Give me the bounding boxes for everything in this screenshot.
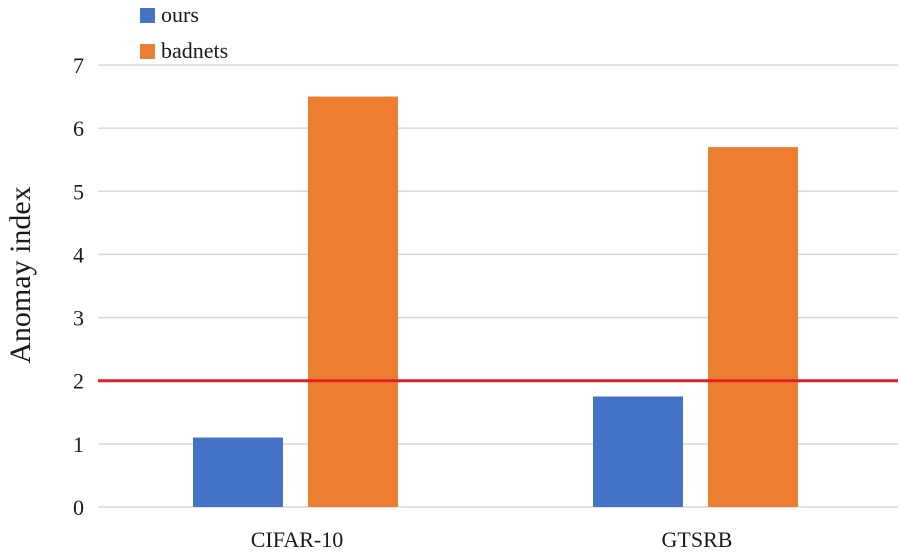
y-axis-ticks: 0 1 2 3 4 5 6 7: [73, 53, 84, 520]
y-tick-label-0: 0: [73, 495, 84, 520]
bar-ours-cifar-10: [193, 437, 283, 507]
y-tick-label-7: 7: [73, 53, 84, 78]
bar-ours-gtsrb: [593, 396, 683, 507]
y-axis-title: Anomay index: [4, 186, 37, 363]
y-tick-label-6: 6: [73, 116, 84, 141]
y-tick-label-2: 2: [73, 369, 84, 394]
legend-swatch-ours: [140, 8, 155, 23]
x-tick-label-cifar-10: CIFAR-10: [251, 527, 344, 552]
y-tick-label-4: 4: [73, 242, 84, 267]
bar-badnets-gtsrb: [708, 147, 798, 508]
x-axis-ticks: CIFAR-10 GTSRB: [251, 527, 733, 552]
y-tick-label-3: 3: [73, 306, 84, 331]
legend-label-badnets: badnets: [161, 38, 228, 63]
bar-badnets-cifar-10: [308, 96, 398, 508]
legend: ours badnets: [140, 2, 228, 63]
x-tick-label-gtsrb: GTSRB: [662, 527, 733, 552]
legend-label-ours: ours: [161, 2, 199, 27]
bars: [193, 96, 798, 508]
legend-swatch-badnets: [140, 44, 155, 59]
y-tick-label-5: 5: [73, 179, 84, 204]
y-tick-label-1: 1: [73, 432, 84, 457]
